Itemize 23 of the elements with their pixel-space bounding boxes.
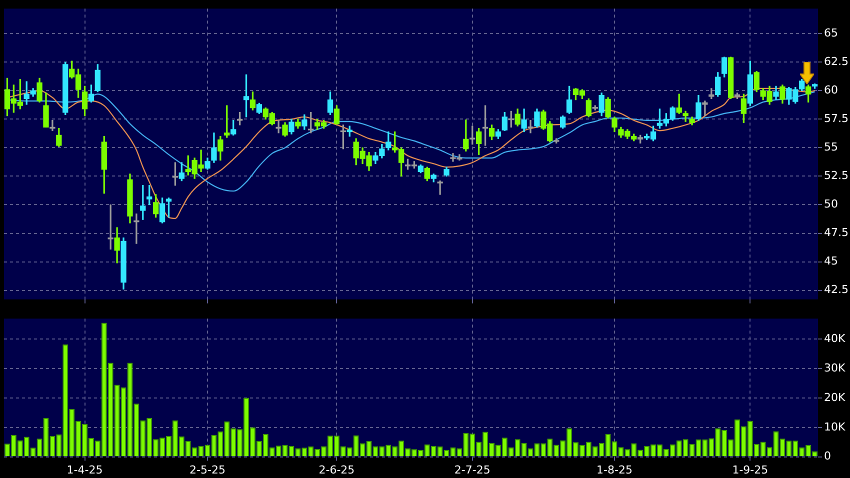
y-tick-label: 0 <box>824 450 831 463</box>
x-tick-label: 2-6-25 <box>318 463 355 476</box>
y-tick-label: 55 <box>824 140 838 154</box>
y-tick-label: 20K <box>824 390 846 404</box>
y-tick-label: 42.5 <box>824 283 848 296</box>
candlestick <box>437 180 443 195</box>
y-tick-label: 60 <box>824 84 838 97</box>
x-tick-label: 1-9-25 <box>732 463 768 476</box>
y-tick-label: 57.5 <box>824 112 848 126</box>
y-tick-label: 52.5 <box>824 169 848 182</box>
x-tick-label: 2-7-25 <box>454 463 490 476</box>
y-tick-label: 10K <box>824 420 846 434</box>
y-tick-label: 40K <box>824 332 846 346</box>
x-tick-label: 1-4-25 <box>66 463 103 476</box>
x-tick-label: 2-5-25 <box>190 463 226 476</box>
y-tick-label: 45 <box>824 254 838 268</box>
y-tick-label: 62.5 <box>824 55 848 68</box>
candlestick <box>528 120 534 134</box>
x-tick-label: 1-8-25 <box>596 463 632 476</box>
y-tick-label: 47.5 <box>824 226 848 240</box>
y-tick-label: 30K <box>824 361 846 374</box>
y-tick-label: 65 <box>824 26 838 40</box>
y-tick-label: 50 <box>824 198 838 211</box>
